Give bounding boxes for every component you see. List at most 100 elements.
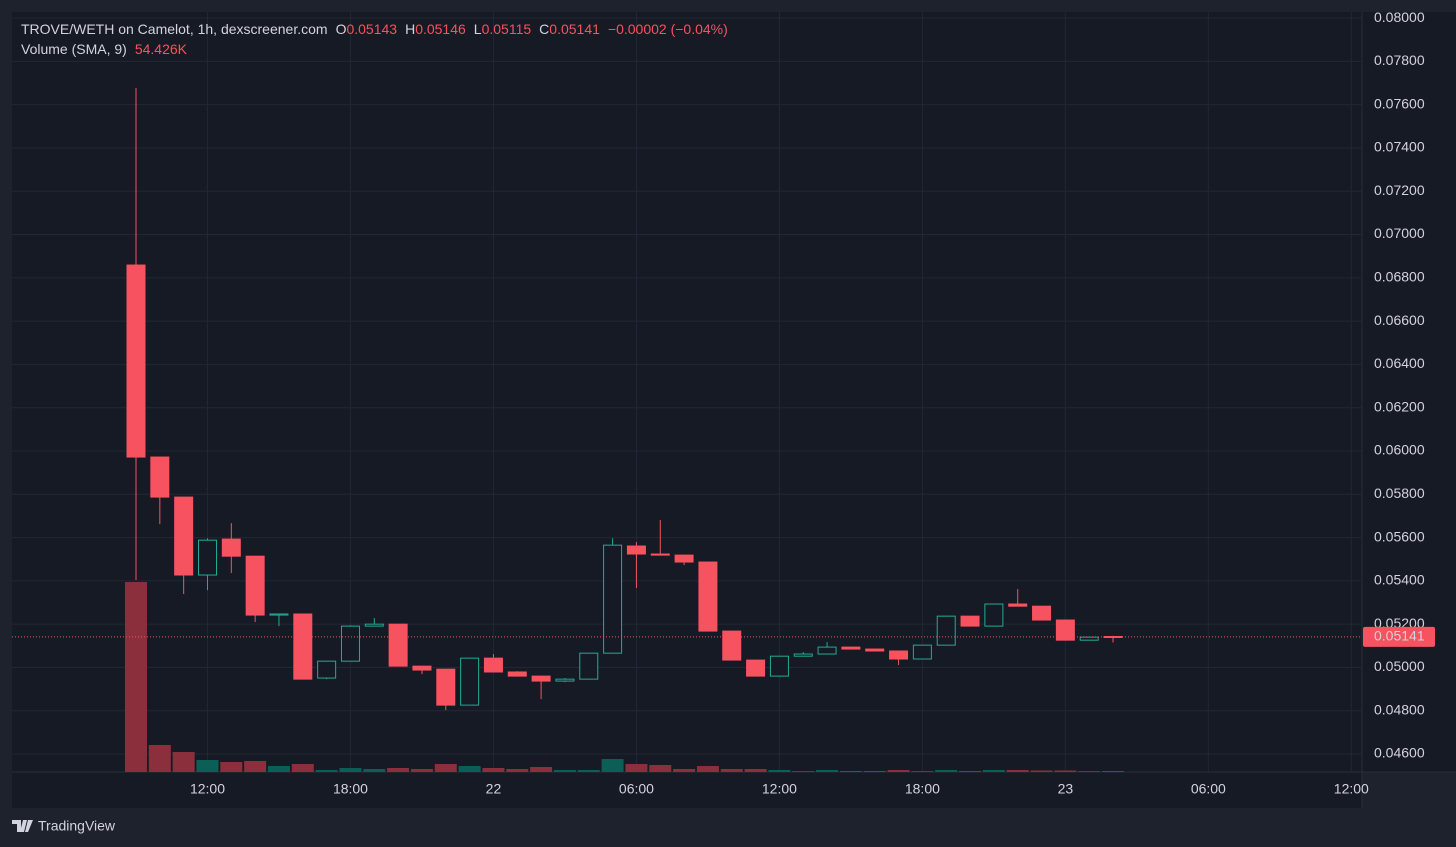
y-tick-label: 0.08000 xyxy=(1374,9,1425,25)
candle-body xyxy=(150,456,170,498)
volume-bar xyxy=(792,771,815,772)
candle-body xyxy=(841,646,861,650)
volume-bar xyxy=(816,770,839,772)
candle-body xyxy=(412,665,432,671)
ohlc-value: 0.05146 xyxy=(415,21,466,37)
x-tick-label: 18:00 xyxy=(905,781,940,797)
volume-bar xyxy=(1006,770,1029,772)
y-tick-label: 0.07800 xyxy=(1374,52,1425,68)
ohlc-label: C xyxy=(539,21,549,37)
volume-bar xyxy=(1030,770,1053,772)
volume-bar xyxy=(1054,770,1077,772)
volume-bar xyxy=(196,760,219,772)
candle-body xyxy=(579,652,599,680)
volume-bar xyxy=(387,768,410,772)
brand: TradingView xyxy=(12,818,116,834)
x-tick-label: 18:00 xyxy=(333,781,368,797)
candle-body xyxy=(460,657,480,706)
volume-bar xyxy=(530,767,553,772)
candle-body xyxy=(317,660,337,679)
candle-body xyxy=(984,603,1004,627)
change: −0.00002 (−0.04%) xyxy=(608,21,728,37)
y-tick-label: 0.05000 xyxy=(1374,658,1425,674)
ohlc-value: 0.05143 xyxy=(346,21,397,37)
y-tick-label: 0.07000 xyxy=(1374,225,1425,241)
volume-bar xyxy=(482,768,505,772)
y-tick-label: 0.05200 xyxy=(1374,615,1425,631)
title: TROVE/WETH on Camelot, 1h, dexscreener.c… xyxy=(21,21,328,37)
volume-bar xyxy=(935,770,958,772)
candle-body xyxy=(1008,603,1028,607)
volume-bar xyxy=(1102,771,1125,772)
volume-bar xyxy=(267,766,290,772)
y-tick-label: 0.06000 xyxy=(1374,442,1425,458)
volume-bar xyxy=(625,764,648,772)
candle-body xyxy=(197,539,217,576)
ohlc-label: O xyxy=(336,21,347,37)
candle-body xyxy=(507,671,527,677)
volume-bar xyxy=(315,770,338,772)
volume-bar xyxy=(911,771,934,772)
volume-bar xyxy=(506,769,529,772)
candle-body xyxy=(364,623,384,627)
candle-body xyxy=(555,678,575,682)
ohlc-value: 0.05141 xyxy=(549,21,600,37)
x-tick-label: 12:00 xyxy=(190,781,225,797)
volume-sma: 54.426K xyxy=(135,41,188,57)
candle-body xyxy=(1055,619,1075,641)
candle-body xyxy=(698,561,718,632)
candle-body xyxy=(221,538,241,557)
candle-body xyxy=(245,555,265,616)
volume-bar xyxy=(744,769,767,772)
x-tick-label: 06:00 xyxy=(1191,781,1226,797)
volume-bar xyxy=(649,765,672,772)
candle-body xyxy=(722,630,742,661)
candle-body xyxy=(269,613,289,616)
time-axis-area xyxy=(12,772,1362,808)
x-tick-label: 06:00 xyxy=(619,781,654,797)
y-tick-label: 0.04600 xyxy=(1374,745,1425,761)
candle-body xyxy=(793,653,813,657)
candle-body xyxy=(1032,605,1052,621)
ohlc-label: L xyxy=(474,21,482,37)
candle-body xyxy=(603,544,623,654)
candle-body xyxy=(769,655,789,677)
x-tick-label: 22 xyxy=(486,781,502,797)
y-tick-label: 0.06600 xyxy=(1374,312,1425,328)
volume-bar xyxy=(125,582,147,772)
volume-bar xyxy=(768,770,791,772)
volume-bar xyxy=(982,770,1005,772)
volume-bar xyxy=(291,764,314,772)
y-tick-label: 0.07600 xyxy=(1374,95,1425,111)
x-tick-label: 23 xyxy=(1058,781,1074,797)
candle-body xyxy=(912,644,932,660)
x-tick-label: 12:00 xyxy=(1334,781,1369,797)
candle-body xyxy=(126,264,146,458)
candle-body xyxy=(174,496,194,576)
y-tick-label: 0.05400 xyxy=(1374,572,1425,588)
last-price-label: 0.05141 xyxy=(1374,628,1425,644)
volume-bar xyxy=(553,770,576,772)
volume-bar xyxy=(959,771,982,772)
volume-bar xyxy=(839,771,862,772)
volume-bar xyxy=(434,764,457,772)
volume-bar xyxy=(458,766,481,772)
volume-bar xyxy=(601,759,624,772)
volume-bar xyxy=(1078,771,1101,772)
candle-body xyxy=(436,668,456,706)
volume-bar xyxy=(148,745,171,772)
candle-body xyxy=(1079,636,1099,641)
volume-bar xyxy=(172,752,195,772)
candle-body xyxy=(674,554,694,563)
x-tick-label: 12:00 xyxy=(762,781,797,797)
candle-body xyxy=(650,553,670,556)
last-price-tag xyxy=(1363,626,1435,647)
y-tick-label: 0.07400 xyxy=(1374,139,1425,155)
y-tick-label: 0.04800 xyxy=(1374,701,1425,717)
volume-bar xyxy=(244,761,267,772)
candle-body xyxy=(293,613,313,680)
y-tick-label: 0.06200 xyxy=(1374,398,1425,414)
volume-bar xyxy=(720,769,743,772)
plot-area xyxy=(12,12,1362,772)
volume-bar xyxy=(363,769,386,772)
